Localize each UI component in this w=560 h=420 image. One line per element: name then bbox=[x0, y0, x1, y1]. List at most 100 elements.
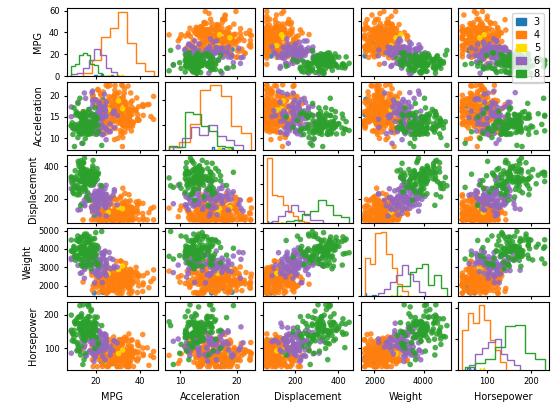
Point bbox=[270, 290, 279, 297]
Point bbox=[475, 277, 484, 284]
Point bbox=[316, 339, 325, 345]
Point bbox=[390, 331, 399, 337]
Point bbox=[115, 357, 124, 364]
Point bbox=[304, 271, 313, 278]
Point bbox=[265, 350, 274, 357]
Point bbox=[388, 24, 396, 31]
Point bbox=[78, 315, 87, 322]
Point bbox=[97, 105, 106, 112]
Point bbox=[210, 189, 219, 196]
Point bbox=[497, 273, 506, 279]
Point bbox=[198, 361, 207, 368]
Point bbox=[390, 49, 399, 56]
Point bbox=[405, 63, 414, 70]
Point bbox=[459, 281, 468, 288]
Point bbox=[362, 210, 371, 217]
Point bbox=[197, 327, 206, 334]
Point bbox=[476, 120, 485, 126]
Point bbox=[412, 109, 421, 116]
Point bbox=[399, 345, 408, 352]
Point bbox=[442, 142, 451, 149]
Point bbox=[74, 238, 83, 245]
Point bbox=[389, 352, 398, 359]
Point bbox=[221, 276, 230, 282]
Point bbox=[208, 178, 217, 184]
Point bbox=[120, 129, 129, 136]
Point bbox=[101, 357, 110, 363]
Point bbox=[316, 108, 325, 115]
Point bbox=[287, 337, 296, 344]
Point bbox=[382, 26, 391, 33]
Point bbox=[423, 326, 432, 333]
Point bbox=[189, 60, 198, 67]
Point bbox=[71, 183, 80, 189]
Point bbox=[400, 346, 409, 353]
Point bbox=[91, 201, 100, 207]
Point bbox=[475, 274, 484, 281]
Point bbox=[73, 255, 82, 261]
Point bbox=[508, 256, 517, 263]
Point bbox=[279, 109, 288, 116]
Point bbox=[193, 290, 202, 297]
Point bbox=[292, 252, 301, 258]
Point bbox=[93, 97, 102, 104]
Point bbox=[361, 216, 370, 223]
Point bbox=[485, 102, 494, 109]
Point bbox=[478, 119, 487, 126]
Point bbox=[203, 242, 212, 249]
Point bbox=[87, 172, 96, 178]
Point bbox=[364, 356, 373, 362]
Point bbox=[477, 279, 486, 286]
Point bbox=[489, 263, 498, 270]
Point bbox=[272, 356, 281, 363]
Point bbox=[509, 165, 518, 172]
Point bbox=[77, 158, 86, 164]
Point bbox=[87, 332, 96, 339]
Point bbox=[277, 275, 286, 281]
Point bbox=[200, 52, 209, 58]
Point bbox=[72, 347, 81, 354]
Point bbox=[127, 287, 136, 294]
Point bbox=[100, 265, 109, 271]
Point bbox=[274, 274, 283, 281]
Point bbox=[199, 233, 208, 239]
Point bbox=[371, 47, 380, 54]
Point bbox=[383, 194, 392, 201]
Point bbox=[124, 285, 133, 292]
Point bbox=[382, 38, 391, 45]
Point bbox=[226, 211, 235, 218]
Point bbox=[423, 115, 432, 121]
Point bbox=[382, 103, 391, 110]
Point bbox=[386, 334, 395, 341]
Point bbox=[94, 216, 102, 223]
Point bbox=[203, 314, 212, 320]
Point bbox=[213, 210, 222, 216]
Point bbox=[480, 53, 489, 60]
Point bbox=[218, 214, 227, 220]
Point bbox=[199, 337, 208, 344]
Point bbox=[270, 127, 279, 134]
Point bbox=[264, 89, 273, 96]
Point bbox=[422, 181, 431, 187]
Point bbox=[487, 32, 496, 39]
Point bbox=[74, 326, 83, 332]
Point bbox=[274, 24, 283, 30]
Point bbox=[420, 169, 429, 176]
Point bbox=[67, 175, 76, 181]
Point bbox=[278, 349, 287, 355]
Point bbox=[319, 59, 328, 66]
Point bbox=[227, 216, 236, 223]
Point bbox=[209, 207, 218, 213]
Point bbox=[203, 50, 212, 57]
Point bbox=[272, 270, 281, 276]
Point bbox=[111, 215, 120, 222]
Point bbox=[375, 107, 384, 114]
Point bbox=[416, 334, 424, 341]
Point bbox=[194, 57, 203, 63]
Point bbox=[405, 45, 414, 52]
Point bbox=[82, 319, 91, 326]
Point bbox=[400, 105, 409, 112]
Point bbox=[263, 61, 272, 68]
Point bbox=[367, 34, 376, 41]
Point bbox=[475, 266, 484, 273]
